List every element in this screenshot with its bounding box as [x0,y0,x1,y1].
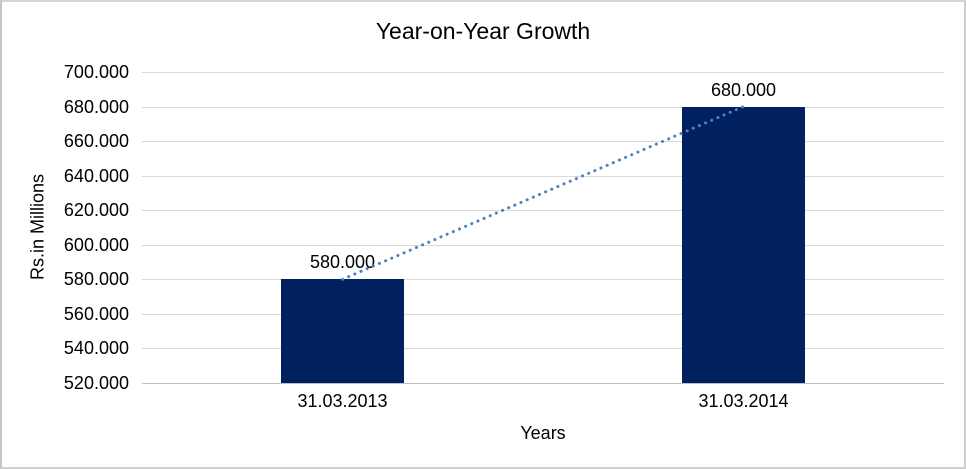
x-axis-tick-label: 31.03.2013 [297,391,388,411]
y-axis-tick-label: 620.000 [63,200,129,221]
data-label: 580.000 [309,252,376,273]
y-axis-tick-label: 540.000 [63,338,129,359]
bar-31.03.2014 [682,106,805,383]
bar-31.03.2013 [281,279,404,383]
y-axis-title: Rs.in Millions [27,173,48,281]
y-axis-tick-label: 700.000 [63,62,129,82]
gridline [142,210,944,212]
data-label: 680.000 [710,79,777,100]
y-axis-tick-label: 680.000 [63,96,129,117]
gridline [142,244,944,246]
y-axis-tick-label: 600.000 [63,234,129,255]
plot-area [142,72,944,384]
gridline [142,348,944,350]
y-axis-tick-label: 640.000 [63,165,129,186]
y-axis-tick-label: 580.000 [63,269,129,290]
gridline [142,106,944,108]
gridline [142,141,944,143]
gridline [142,279,944,281]
gridline [142,313,944,315]
x-axis-tick-label: 31.03.2014 [698,391,789,411]
y-axis-tick-label: 520.000 [63,373,129,393]
chart-title: Year-on-Year Growth [375,18,591,44]
x-axis-title: Years [520,423,566,443]
gridline [142,175,944,177]
gridline [142,72,944,73]
y-axis-tick-label: 560.000 [63,303,129,324]
y-axis-tick-label: 660.000 [63,131,129,152]
